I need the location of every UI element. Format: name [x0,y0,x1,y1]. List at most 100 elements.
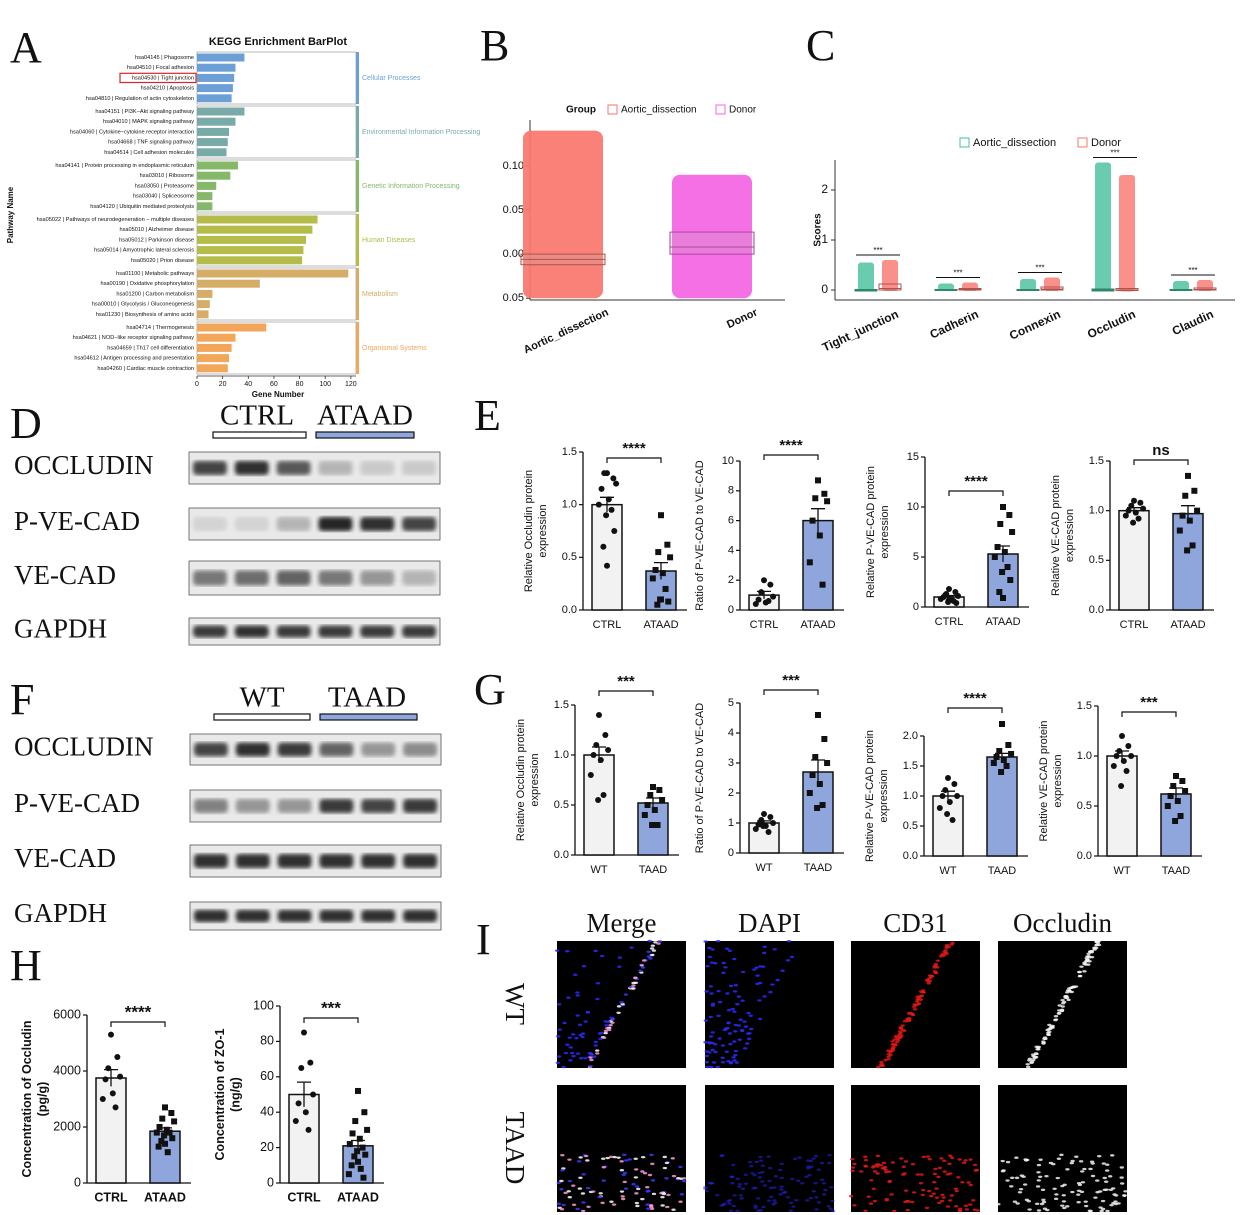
data-point [954,793,961,799]
signal [1082,1167,1087,1171]
signal [583,1154,589,1158]
signal [780,969,785,972]
data-point [153,1129,160,1136]
panel-letter: A [10,23,42,72]
signal [660,1195,665,1199]
signal [1076,1201,1081,1204]
bar [1118,509,1150,611]
signal [609,1200,614,1203]
signal [561,1203,566,1207]
signal [597,1195,602,1199]
y-axis-label: expression [1052,754,1064,807]
signal [963,1159,968,1162]
signal [577,1187,583,1190]
signal [775,978,780,982]
data-point [600,543,607,550]
data-point [159,1115,166,1122]
signal [1033,1052,1039,1055]
data-point [999,569,1006,575]
signal [762,1184,768,1187]
group-label: ATAAD [317,400,413,432]
signal [583,1056,588,1060]
signal [733,1030,738,1033]
significance-label: *** [1188,266,1197,275]
band [319,798,354,814]
signal [813,1181,818,1185]
signal [968,1203,973,1206]
signal [823,1188,828,1192]
signal [1009,1185,1014,1188]
signal [921,991,926,994]
data-point [1128,753,1135,759]
signal [646,950,651,953]
row-label: OCCLUDIN [14,732,154,762]
signal [710,1181,715,1185]
data-point [659,797,666,803]
data-point [654,822,661,828]
panel-letter: B [480,21,509,70]
signal [911,1005,917,1008]
signal [593,1044,598,1047]
signal [1082,970,1087,973]
signal [557,1028,562,1031]
signal [791,1205,796,1208]
signal [581,1173,586,1176]
signal [646,955,652,958]
signal [830,1199,835,1203]
signal [941,1196,946,1199]
category-label: hsa04810 | Regulation of actin cytoskele… [86,96,194,102]
signal [1089,1160,1095,1163]
signal [1071,985,1076,989]
signal [1088,1167,1093,1171]
signal [925,1155,931,1158]
signal [650,944,656,947]
signal [1062,1206,1067,1210]
bar [197,323,267,332]
signal [1083,1200,1088,1203]
signal [929,1194,934,1198]
signal [729,1175,734,1179]
signal [758,1159,764,1162]
data-point [360,1174,367,1181]
signal [1094,943,1100,947]
signal [622,1171,628,1175]
data-point [1194,507,1201,514]
significance-label: *** [1110,149,1119,158]
data-point [604,562,610,569]
micrograph [703,939,834,1069]
data-point [990,760,997,766]
bar [197,364,228,373]
data-point [1118,783,1125,789]
signal [604,1024,609,1027]
y-tick-label: 20 [260,1140,274,1154]
signal [888,1053,893,1057]
signal [588,1056,593,1059]
legend-swatch [959,137,970,148]
signal [754,1160,759,1164]
band [403,909,437,923]
signal [608,1023,613,1027]
signal [710,1041,715,1045]
signal [620,1195,625,1198]
signal [634,1201,640,1205]
category-label: hsa04510 | Focal adhesion [127,65,194,71]
column-label: Occludin [1013,908,1112,938]
legend-swatch [607,104,618,115]
signal [942,1159,947,1162]
signal [1063,996,1068,999]
data-point [357,1165,364,1172]
significance-bracket [1133,459,1189,465]
micrograph [848,1085,981,1213]
data-point [608,506,615,513]
data-point [593,742,600,748]
y-axis-label: expression [878,769,890,822]
signal [742,1020,747,1023]
signal [814,1196,819,1199]
signal [879,1064,884,1068]
category-label: hsa03010 | Ribosome [140,173,194,179]
signal [1088,1209,1093,1213]
significance-label: *** [321,998,341,1017]
data-point [996,589,1003,595]
signal [972,1208,977,1211]
